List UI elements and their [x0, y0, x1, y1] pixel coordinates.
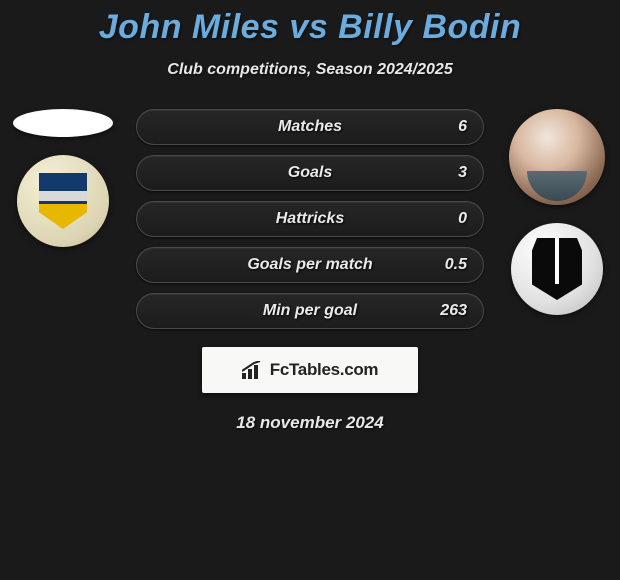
- player-right-avatar: [509, 109, 605, 205]
- stat-row: Matches 6: [136, 109, 484, 145]
- stat-right-value: 6: [458, 118, 467, 136]
- stat-row: Hattricks 0: [136, 201, 484, 237]
- shield-icon: [532, 238, 582, 300]
- bar-chart-icon: [242, 361, 264, 379]
- stat-row: Min per goal 263: [136, 293, 484, 329]
- right-column: [502, 109, 612, 315]
- stat-label: Goals: [137, 164, 483, 182]
- stat-label: Min per goal: [137, 302, 483, 320]
- branding-badge[interactable]: FcTables.com: [202, 347, 418, 393]
- stat-right-value: 3: [458, 164, 467, 182]
- stat-label: Goals per match: [137, 256, 483, 274]
- date-label: 18 november 2024: [0, 413, 620, 433]
- branding-text: FcTables.com: [270, 360, 379, 380]
- stat-right-value: 0.5: [445, 256, 467, 274]
- stat-right-value: 0: [458, 210, 467, 228]
- stat-label: Matches: [137, 118, 483, 136]
- stat-row: Goals 3: [136, 155, 484, 191]
- player-left-club-crest: [17, 155, 109, 247]
- subtitle: Club competitions, Season 2024/2025: [0, 61, 620, 79]
- shield-icon: [39, 173, 87, 229]
- main-row: Matches 6 Goals 3 Hattricks 0 Goals per …: [0, 109, 620, 329]
- stats-column: Matches 6 Goals 3 Hattricks 0 Goals per …: [118, 109, 502, 329]
- stat-label: Hattricks: [137, 210, 483, 228]
- left-column: [8, 109, 118, 247]
- player-right-club-crest: [511, 223, 603, 315]
- stat-row: Goals per match 0.5: [136, 247, 484, 283]
- page-title: John Miles vs Billy Bodin: [0, 8, 620, 47]
- stat-right-value: 263: [440, 302, 467, 320]
- comparison-card: John Miles vs Billy Bodin Club competiti…: [0, 0, 620, 433]
- player-left-avatar: [13, 109, 113, 137]
